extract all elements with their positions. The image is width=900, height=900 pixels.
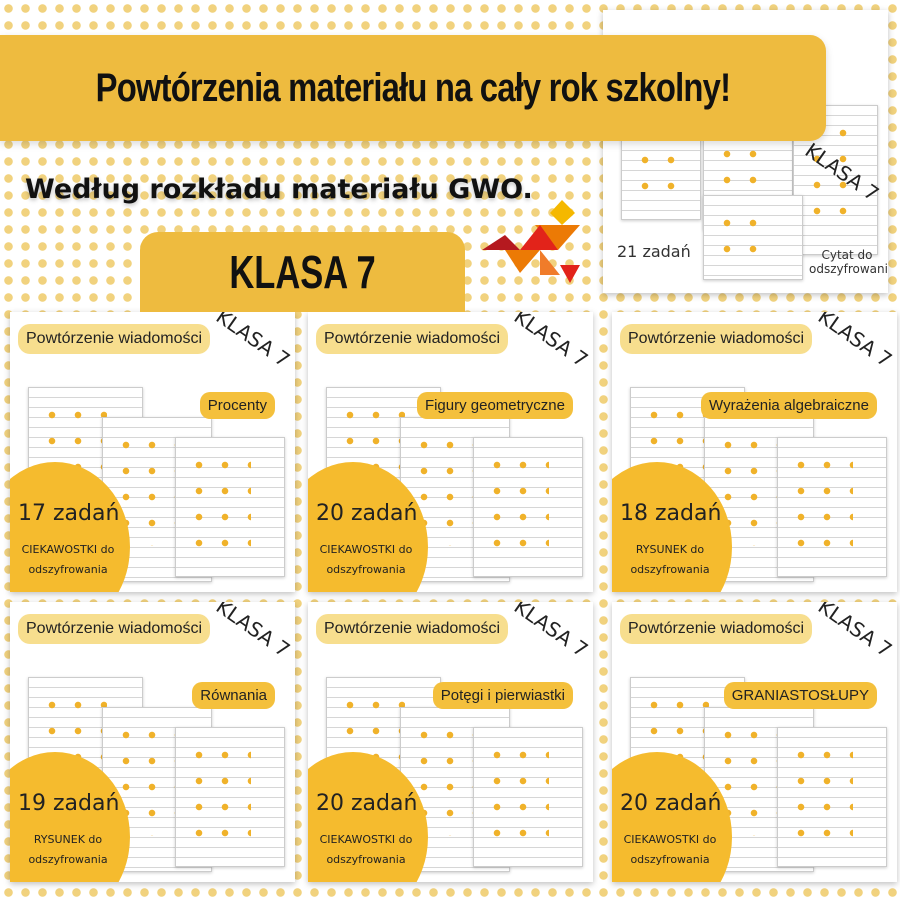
card-count: 20 zadań	[620, 791, 722, 816]
card-grade: KLASA 7	[509, 312, 593, 372]
gwo-logo-icon	[482, 200, 580, 283]
grade-badge: KLASA 7	[140, 232, 465, 312]
grade-label: KLASA 7	[229, 246, 376, 298]
worksheet-card[interactable]: Powtórzenie wiadomości GRANIASTOSŁUPY KL…	[612, 602, 897, 882]
worksheet-card[interactable]: Powtórzenie wiadomości Równania KLASA 7 …	[10, 602, 295, 882]
card-note: CIEKAWOSTKI do odszyfrowania	[623, 833, 717, 866]
card-grade: KLASA 7	[813, 312, 897, 372]
card-label: Powtórzenie wiadomości	[620, 324, 813, 354]
card-label: Powtórzenie wiadomości	[18, 614, 211, 644]
card-count: 20 zadań	[316, 791, 418, 816]
card-label: Powtórzenie wiadomości	[18, 324, 211, 354]
card-grade: KLASA 7	[211, 312, 295, 372]
card-topic: Równania	[192, 682, 275, 709]
card-topic: Figury geometryczne	[416, 392, 573, 419]
card-count: 19 zadań	[18, 791, 120, 816]
card-note: CIEKAWOSTKI do odszyfrowania	[319, 833, 413, 866]
card-grade: KLASA 7	[509, 602, 593, 662]
worksheet-card[interactable]: Powtórzenie wiadomości Procenty KLASA 7 …	[10, 312, 295, 592]
title-banner: Powtórzenia materiału na cały rok szkoln…	[0, 35, 826, 141]
worksheet-card[interactable]: Powtórzenie wiadomości Wyrażenia algebra…	[612, 312, 897, 592]
worksheet-card[interactable]: Powtórzenie wiadomości Potęgi i pierwias…	[308, 602, 593, 882]
card-note: CIEKAWOSTKI do odszyfrowania	[21, 543, 115, 576]
card-note: RYSUNEK do odszyfrowania	[630, 543, 710, 576]
card-label: Powtórzenie wiadomości	[620, 614, 813, 644]
card-count: 20 zadań	[316, 501, 418, 526]
card-note: RYSUNEK do odszyfrowania	[28, 833, 108, 866]
card-topic: Procenty	[199, 392, 275, 419]
featured-count: 21 zadań	[617, 242, 691, 261]
card-topic: GRANIASTOSŁUPY	[723, 682, 877, 709]
card-topic: Potęgi i pierwiastki	[432, 682, 573, 709]
featured-note: Cytat do odszyfrowania	[809, 248, 888, 276]
card-topic: Wyrażenia algebraiczne	[701, 392, 877, 419]
card-count: 17 zadań	[18, 501, 120, 526]
card-count: 18 zadań	[620, 501, 722, 526]
card-label: Powtórzenie wiadomości	[316, 324, 509, 354]
card-grade: KLASA 7	[813, 602, 897, 662]
worksheet-card[interactable]: Powtórzenie wiadomości Figury geometrycz…	[308, 312, 593, 592]
subtitle: Według rozkładu materiału GWO.	[25, 174, 533, 205]
page-title: Powtórzenia materiału na cały rok szkoln…	[95, 65, 731, 110]
card-note: CIEKAWOSTKI do odszyfrowania	[319, 543, 413, 576]
card-label: Powtórzenie wiadomości	[316, 614, 509, 644]
card-grade: KLASA 7	[211, 602, 295, 662]
